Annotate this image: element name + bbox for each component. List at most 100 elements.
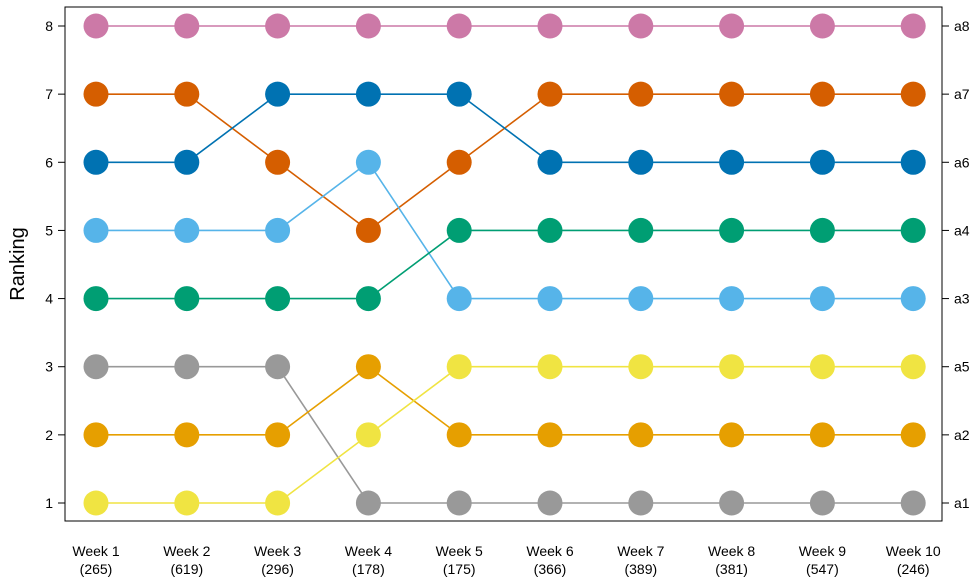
series-point xyxy=(265,13,291,39)
series-point xyxy=(537,81,563,107)
series-point xyxy=(83,217,109,243)
series-point xyxy=(446,81,472,107)
series-point xyxy=(809,13,835,39)
series-point xyxy=(628,217,654,243)
x-tick-label-count: (265) xyxy=(80,561,113,577)
series-points xyxy=(83,13,926,516)
y-tick-label: 7 xyxy=(45,86,53,102)
series-point xyxy=(265,286,291,312)
series-point xyxy=(265,217,291,243)
series-point xyxy=(719,286,745,312)
series-point xyxy=(355,217,381,243)
series-point xyxy=(355,149,381,175)
series-point xyxy=(537,490,563,516)
series-point xyxy=(174,13,200,39)
right-item-label: a5 xyxy=(954,359,970,375)
series-point xyxy=(83,422,109,448)
series-point xyxy=(537,286,563,312)
series-point xyxy=(265,422,291,448)
right-item-label: a2 xyxy=(954,427,970,443)
x-tick-label-week: Week 8 xyxy=(708,543,755,559)
series-point xyxy=(537,354,563,380)
x-tick-label-week: Week 4 xyxy=(345,543,392,559)
y-tick-label: 3 xyxy=(45,359,53,375)
series-point xyxy=(809,286,835,312)
y-tick-label: 5 xyxy=(45,222,53,238)
series-point xyxy=(628,13,654,39)
series-point xyxy=(900,81,926,107)
y-tick-label: 4 xyxy=(45,291,53,307)
series-point xyxy=(446,286,472,312)
right-item-label: a8 xyxy=(954,18,970,34)
series-point xyxy=(719,422,745,448)
y-axis-title: Ranking xyxy=(7,227,29,300)
series-point xyxy=(628,490,654,516)
series-point xyxy=(719,81,745,107)
series-point xyxy=(83,286,109,312)
y-tick-label: 1 xyxy=(45,495,53,511)
series-point xyxy=(809,149,835,175)
series-point xyxy=(265,354,291,380)
series-point xyxy=(537,422,563,448)
series-point xyxy=(355,286,381,312)
series-point xyxy=(174,354,200,380)
series-point xyxy=(174,422,200,448)
x-tick-label-week: Week 5 xyxy=(436,543,483,559)
x-tick-label-count: (366) xyxy=(534,561,567,577)
x-axis: Week 1 (265) Week 2 (619) Week 3 (296) Week 4 (… xyxy=(72,543,941,577)
series-point xyxy=(174,286,200,312)
x-tick-label-count: (296) xyxy=(261,561,294,577)
x-tick-label-week: Week 7 xyxy=(617,543,664,559)
series-point xyxy=(628,81,654,107)
series-point xyxy=(446,422,472,448)
series-lines xyxy=(96,25,914,504)
series-point xyxy=(537,149,563,175)
series-point xyxy=(355,490,381,516)
x-tick-label-count: (178) xyxy=(352,561,385,577)
x-tick-label-count: (547) xyxy=(806,561,839,577)
series-point xyxy=(446,217,472,243)
series-point xyxy=(446,354,472,380)
series-point xyxy=(628,422,654,448)
series-point xyxy=(900,490,926,516)
y-tick-label: 6 xyxy=(45,154,53,170)
series-point xyxy=(174,217,200,243)
x-tick-label-count: (381) xyxy=(715,561,748,577)
series-point xyxy=(174,81,200,107)
series-point xyxy=(900,354,926,380)
y-axis-right: a1 a2 a5 a3 a4 a6 a7 a8 xyxy=(942,18,970,511)
x-tick-label-week: Week 10 xyxy=(886,543,941,559)
series-line xyxy=(96,365,914,504)
y-tick-label: 8 xyxy=(45,18,53,34)
x-tick-label-week: Week 1 xyxy=(72,543,119,559)
y-tick-label: 2 xyxy=(45,427,53,443)
series-point xyxy=(809,81,835,107)
series-line xyxy=(96,229,914,300)
series-point xyxy=(900,149,926,175)
x-tick-label-count: (246) xyxy=(897,561,930,577)
series-point xyxy=(809,354,835,380)
y-axis-left: 1 2 3 4 5 6 7 8 xyxy=(45,18,65,511)
series-point xyxy=(537,217,563,243)
x-tick-label-week: Week 3 xyxy=(254,543,301,559)
series-point xyxy=(537,13,563,39)
series-point xyxy=(355,422,381,448)
series-line xyxy=(96,365,914,436)
plot-frame xyxy=(64,6,943,522)
series-point xyxy=(83,13,109,39)
x-tick-label-week: Week 6 xyxy=(526,543,573,559)
series-point xyxy=(719,149,745,175)
right-item-label: a7 xyxy=(954,86,970,102)
right-item-label: a1 xyxy=(954,495,970,511)
series-point xyxy=(355,81,381,107)
series-point xyxy=(83,149,109,175)
x-tick-label-count: (389) xyxy=(624,561,657,577)
series-point xyxy=(446,149,472,175)
series-line xyxy=(96,365,914,504)
series-point xyxy=(265,490,291,516)
series-line xyxy=(96,93,914,164)
series-point xyxy=(719,490,745,516)
series-point xyxy=(446,490,472,516)
x-tick-label-count: (175) xyxy=(443,561,476,577)
